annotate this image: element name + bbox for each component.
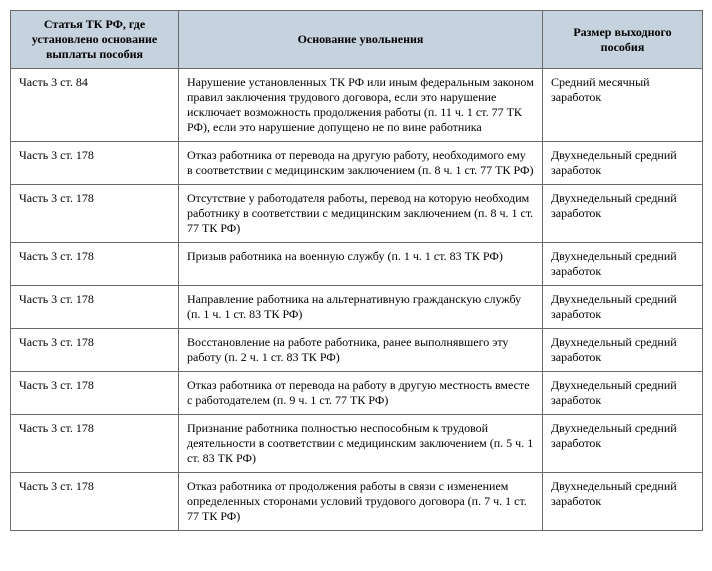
table-row: Часть 3 ст. 178Направление работника на …	[11, 286, 703, 329]
col-article: Статья ТК РФ, где установлено основание …	[11, 11, 179, 69]
cell-article: Часть 3 ст. 178	[11, 329, 179, 372]
cell-reason: Направление работника на альтернативную …	[179, 286, 543, 329]
cell-amount: Двухнедельный средний заработок	[543, 473, 703, 531]
cell-article: Часть 3 ст. 178	[11, 185, 179, 243]
cell-article: Часть 3 ст. 178	[11, 372, 179, 415]
col-amount: Размер выходного пособия	[543, 11, 703, 69]
severance-table: Статья ТК РФ, где установлено основание …	[10, 10, 703, 531]
cell-amount: Средний месячный заработок	[543, 69, 703, 142]
cell-amount: Двухнедельный средний заработок	[543, 185, 703, 243]
cell-article: Часть 3 ст. 178	[11, 142, 179, 185]
table-row: Часть 3 ст. 84Нарушение установленных ТК…	[11, 69, 703, 142]
cell-article: Часть 3 ст. 178	[11, 473, 179, 531]
cell-reason: Отказ работника от перевода на работу в …	[179, 372, 543, 415]
cell-reason: Нарушение установленных ТК РФ или иным ф…	[179, 69, 543, 142]
col-reason: Основание увольнения	[179, 11, 543, 69]
cell-reason: Отсутствие у работодателя работы, перево…	[179, 185, 543, 243]
cell-reason: Признание работника полностью неспособны…	[179, 415, 543, 473]
table-row: Часть 3 ст. 178Отсутствие у работодателя…	[11, 185, 703, 243]
table-row: Часть 3 ст. 178Отказ работника от перево…	[11, 142, 703, 185]
cell-amount: Двухнедельный средний заработок	[543, 286, 703, 329]
table-row: Часть 3 ст. 178Отказ работника от продол…	[11, 473, 703, 531]
cell-amount: Двухнедельный средний заработок	[543, 329, 703, 372]
cell-article: Часть 3 ст. 178	[11, 243, 179, 286]
table-body: Часть 3 ст. 84Нарушение установленных ТК…	[11, 69, 703, 531]
cell-amount: Двухнедельный средний заработок	[543, 243, 703, 286]
cell-article: Часть 3 ст. 178	[11, 415, 179, 473]
cell-reason: Отказ работника от перевода на другую ра…	[179, 142, 543, 185]
cell-reason: Призыв работника на военную службу (п. 1…	[179, 243, 543, 286]
cell-amount: Двухнедельный средний заработок	[543, 415, 703, 473]
cell-reason: Отказ работника от продолжения работы в …	[179, 473, 543, 531]
cell-article: Часть 3 ст. 178	[11, 286, 179, 329]
table-row: Часть 3 ст. 178Восстановление на работе …	[11, 329, 703, 372]
cell-amount: Двухнедельный средний заработок	[543, 142, 703, 185]
table-row: Часть 3 ст. 178Отказ работника от перево…	[11, 372, 703, 415]
table-row: Часть 3 ст. 178Призыв работника на военн…	[11, 243, 703, 286]
table-row: Часть 3 ст. 178Признание работника полно…	[11, 415, 703, 473]
header-row: Статья ТК РФ, где установлено основание …	[11, 11, 703, 69]
cell-reason: Восстановление на работе работника, ране…	[179, 329, 543, 372]
cell-amount: Двухнедельный средний заработок	[543, 372, 703, 415]
cell-article: Часть 3 ст. 84	[11, 69, 179, 142]
